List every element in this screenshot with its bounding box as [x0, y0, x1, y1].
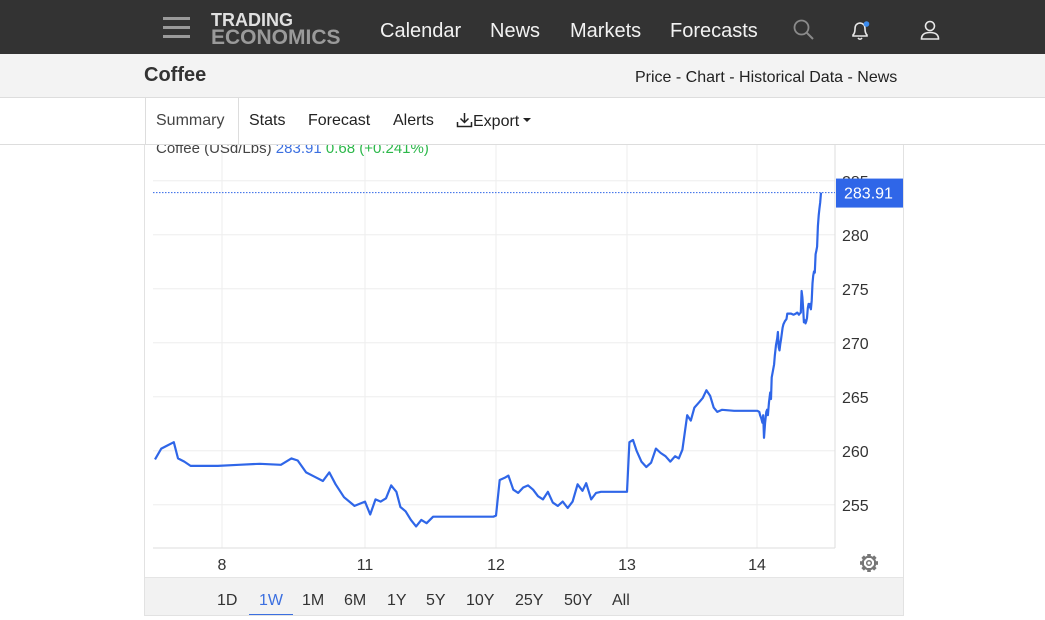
range-selector: 1D 1W 1M 6M 1Y 5Y 10Y 25Y 50Y All — [145, 577, 903, 615]
x-tick-label: 11 — [357, 557, 374, 574]
trading-economics-logo[interactable]: TRADING ECONOMICS — [211, 10, 341, 49]
x-tick-label: 14 — [748, 557, 766, 574]
page-title: Coffee — [144, 64, 207, 86]
y-tick-label: 275 — [842, 282, 869, 299]
link-separator: - — [724, 69, 740, 86]
link-chart[interactable]: Chart — [685, 69, 725, 86]
range-25y[interactable]: 25Y — [515, 592, 544, 609]
range-1d[interactable]: 1D — [217, 592, 238, 609]
top-navbar: TRADING ECONOMICS Calendar News Markets … — [0, 0, 1045, 54]
range-all[interactable]: All — [612, 592, 630, 609]
range-active-underline — [249, 614, 293, 615]
y-tick-label: 265 — [842, 390, 869, 407]
range-1m[interactable]: 1M — [302, 592, 325, 609]
range-10y[interactable]: 10Y — [466, 592, 495, 609]
nav-news[interactable]: News — [490, 20, 541, 42]
x-tick-label: 12 — [487, 557, 505, 574]
legend-price: 283.91 — [275, 145, 322, 157]
nav-forecasts[interactable]: Forecasts — [670, 20, 758, 42]
tab-summary-label: Summary — [156, 112, 225, 129]
link-news[interactable]: News — [857, 69, 898, 86]
last-price-tag — [836, 178, 903, 208]
instrument-header: Coffee Price - Chart - Historical Data -… — [0, 54, 1045, 98]
x-tick-label: 13 — [618, 557, 636, 574]
range-50y[interactable]: 50Y — [564, 592, 593, 609]
range-6m[interactable]: 6M — [344, 592, 367, 609]
link-separator: - — [671, 69, 686, 86]
y-tick-label: 260 — [842, 444, 869, 461]
price-chart[interactable]: 255260265270275280285811121314283.91 Cof… — [144, 145, 904, 616]
user-icon[interactable] — [918, 18, 942, 42]
legend-series-name: Coffee (USd/Lbs) — [156, 145, 272, 157]
logo-line2: ECONOMICS — [211, 26, 341, 49]
last-price-label: 283.91 — [844, 186, 893, 203]
price-line — [154, 192, 823, 528]
menu-icon[interactable] — [163, 17, 190, 39]
tab-forecast[interactable]: Forecast — [308, 112, 371, 129]
x-tick-label: 8 — [218, 557, 227, 574]
settings-gear-icon[interactable] — [860, 554, 878, 572]
section-links: Price - Chart - Historical Data - News — [635, 69, 897, 87]
link-price[interactable]: Price — [635, 69, 672, 86]
link-historical-data[interactable]: Historical Data — [739, 69, 844, 86]
range-5y[interactable]: 5Y — [426, 592, 446, 609]
link-separator: - — [843, 69, 858, 86]
tab-alerts[interactable]: Alerts — [393, 112, 434, 129]
y-tick-label: 270 — [842, 336, 869, 353]
tab-stats[interactable]: Stats — [249, 112, 286, 129]
nav-calendar[interactable]: Calendar — [380, 20, 462, 42]
download-icon — [456, 113, 473, 128]
bell-icon[interactable] — [848, 18, 872, 42]
notification-dot — [863, 21, 870, 27]
y-tick-label: 280 — [842, 228, 869, 245]
nav-markets[interactable]: Markets — [570, 20, 642, 42]
tab-bar: Summary Stats Forecast Alerts Export — [0, 98, 1045, 145]
tab-summary[interactable]: Summary — [145, 98, 239, 144]
chart-legend: Coffee (USd/Lbs) 283.91 0.68 (+0.241%) — [156, 145, 429, 157]
logo-line1: TRADING — [211, 10, 293, 30]
export-dropdown[interactable]: Export — [456, 112, 532, 131]
caret-down-icon — [523, 118, 532, 122]
chart-canvas[interactable]: 255260265270275280285811121314283.91 — [145, 145, 903, 577]
export-label: Export — [473, 113, 520, 130]
legend-change: 0.68 (+0.241%) — [325, 145, 429, 157]
y-tick-label: 255 — [842, 498, 869, 515]
search-icon[interactable] — [792, 18, 816, 42]
range-1w[interactable]: 1W — [259, 592, 283, 609]
range-1y[interactable]: 1Y — [387, 592, 407, 609]
